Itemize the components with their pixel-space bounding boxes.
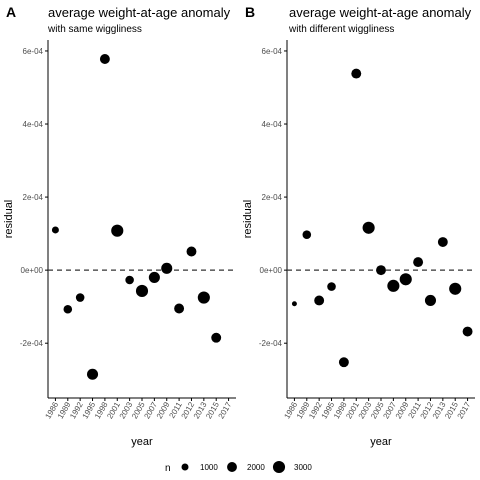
data-point xyxy=(63,304,73,314)
data-point xyxy=(148,271,160,283)
legend-label: 3000 xyxy=(294,463,312,472)
data-point xyxy=(174,303,185,314)
x-tick-label: 2017 xyxy=(217,400,234,420)
x-axis-title: year xyxy=(370,436,392,448)
data-point xyxy=(197,291,210,304)
y-axis-title: residual xyxy=(242,200,254,239)
data-point xyxy=(449,282,462,295)
y-tick-label: 4e-04 xyxy=(23,120,44,129)
data-point xyxy=(437,237,448,247)
panel-tag: A xyxy=(6,4,16,20)
data-point xyxy=(314,295,325,306)
data-point xyxy=(302,230,312,239)
data-point xyxy=(51,226,59,234)
y-tick-label: 2e-04 xyxy=(23,193,44,202)
chart-title: average weight-at-age anomaly xyxy=(48,5,231,20)
y-axis-title: residual xyxy=(3,200,15,239)
chart-title: average weight-at-age anomaly xyxy=(289,5,472,20)
chart-subtitle: with same wiggliness xyxy=(47,24,142,35)
data-point xyxy=(186,246,197,257)
y-tick-label: 4e-04 xyxy=(262,120,283,129)
legend-key xyxy=(227,462,237,472)
chart-subtitle: with different wiggliness xyxy=(288,24,394,35)
data-point xyxy=(376,265,386,276)
data-point xyxy=(351,68,362,79)
legend-key xyxy=(272,460,286,474)
legend: n 1000 2000 3000 xyxy=(165,460,312,474)
legend-label: 1000 xyxy=(200,463,218,472)
data-point xyxy=(125,275,134,285)
legend-label: 2000 xyxy=(247,463,265,472)
y-tick-label: 6e-04 xyxy=(23,47,44,56)
y-tick-label: -2e-04 xyxy=(20,339,44,348)
data-point xyxy=(291,301,297,307)
data-point xyxy=(161,262,173,274)
legend-title: n xyxy=(165,463,171,474)
data-point xyxy=(327,282,336,291)
y-tick-label: 0e+00 xyxy=(260,266,283,275)
data-point xyxy=(399,273,412,286)
data-point xyxy=(211,332,222,343)
x-tick-label: 2017 xyxy=(456,400,473,420)
data-point xyxy=(135,284,149,298)
y-tick-label: 0e+00 xyxy=(21,266,44,275)
data-point xyxy=(413,257,424,268)
data-point xyxy=(462,326,473,337)
y-tick-label: 6e-04 xyxy=(262,47,283,56)
data-point xyxy=(338,357,349,368)
data-point xyxy=(362,221,375,234)
data-point xyxy=(424,294,437,306)
panel-tag: B xyxy=(245,4,255,20)
data-point xyxy=(387,279,400,292)
y-tick-label: 2e-04 xyxy=(262,193,283,202)
y-tick-label: -2e-04 xyxy=(259,339,283,348)
data-point xyxy=(111,224,124,237)
legend-key xyxy=(181,463,189,471)
data-point xyxy=(75,293,85,302)
x-axis-title: year xyxy=(131,436,153,448)
data-point xyxy=(99,54,110,64)
data-point xyxy=(86,368,99,380)
